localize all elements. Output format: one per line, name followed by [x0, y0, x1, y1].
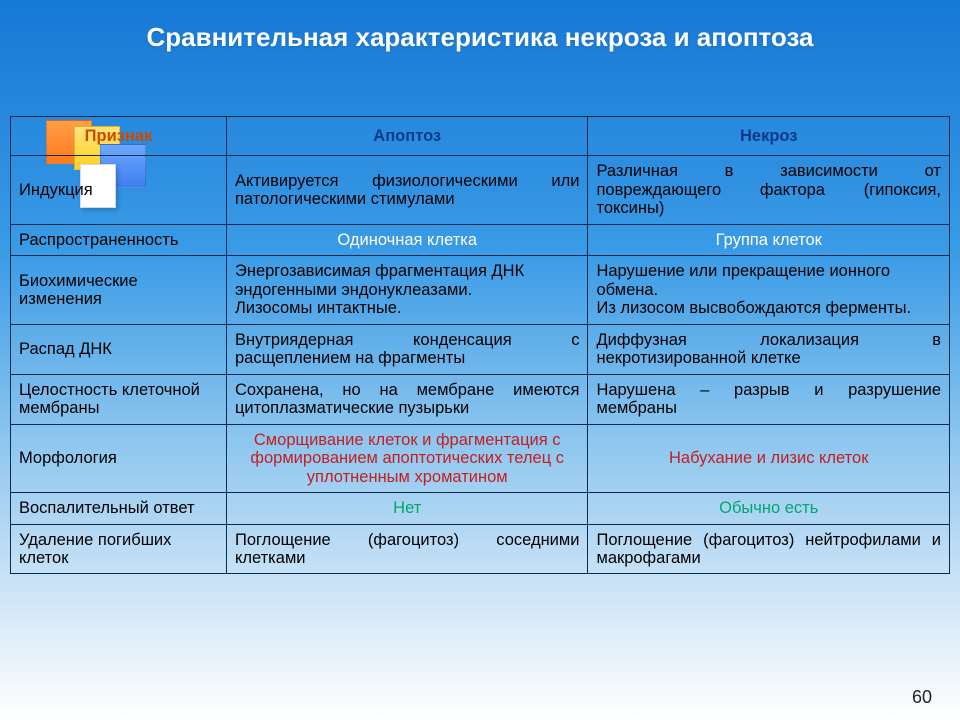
cell-apoptosis: Активируется физиологическими или патоло… [226, 156, 588, 224]
cell-necrosis: Поглощение (фагоцитоз) нейтрофилами и ма… [588, 524, 950, 574]
table-row: РаспространенностьОдиночная клеткаГруппа… [11, 224, 950, 255]
cell-necrosis: Группа клеток [588, 224, 950, 255]
table-row: Удаление погибших клетокПоглощение (фаго… [11, 524, 950, 574]
cell-apoptosis: Внутриядерная конденсация с расщеплением… [226, 324, 588, 374]
cell-sign: Морфология [11, 424, 227, 492]
cell-necrosis: Различная в зависимости от повреждающего… [588, 156, 950, 224]
table-row: Биохимические измененияЭнергозависимая ф… [11, 256, 950, 324]
cell-sign: Удаление погибших клеток [11, 524, 227, 574]
cell-apoptosis: Нет [226, 493, 588, 524]
page-number: 60 [912, 687, 932, 708]
comparison-table: Признак Апоптоз Некроз ИндукцияАктивируе… [10, 116, 950, 574]
cell-sign: Индукция [11, 156, 227, 224]
cell-apoptosis: Сморщивание клеток и фрагментация с форм… [226, 424, 588, 492]
table-row: Распад ДНКВнутриядерная конденсация с ра… [11, 324, 950, 374]
cell-necrosis: Обычно есть [588, 493, 950, 524]
cell-necrosis: Нарушение или прекращение ионного обмена… [588, 256, 950, 324]
slide-title: Сравнительная характеристика некроза и а… [0, 0, 960, 63]
cell-necrosis: Нарушена – разрыв и разрушение мембраны [588, 374, 950, 424]
cell-sign: Целостность клеточной мембраны [11, 374, 227, 424]
cell-sign: Биохимические изменения [11, 256, 227, 324]
cell-apoptosis: Сохранена, но на мембране имеются цитопл… [226, 374, 588, 424]
cell-sign: Распад ДНК [11, 324, 227, 374]
comparison-table-container: Признак Апоптоз Некроз ИндукцияАктивируе… [10, 116, 950, 574]
table-row: МорфологияСморщивание клеток и фрагмента… [11, 424, 950, 492]
cell-sign: Распространенность [11, 224, 227, 255]
cell-apoptosis: Одиночная клетка [226, 224, 588, 255]
header-necrosis: Некроз [588, 117, 950, 156]
table-header-row: Признак Апоптоз Некроз [11, 117, 950, 156]
cell-apoptosis: Поглощение (фагоцитоз) соседними клеткам… [226, 524, 588, 574]
cell-apoptosis: Энергозависимая фрагментация ДНК эндоген… [226, 256, 588, 324]
header-apoptosis: Апоптоз [226, 117, 588, 156]
cell-necrosis: Набухание и лизис клеток [588, 424, 950, 492]
cell-sign: Воспалительный ответ [11, 493, 227, 524]
table-row: ИндукцияАктивируется физиологическими ил… [11, 156, 950, 224]
cell-necrosis: Диффузная локализация в некротизированно… [588, 324, 950, 374]
table-row: Воспалительный ответНетОбычно есть [11, 493, 950, 524]
table-row: Целостность клеточной мембраныСохранена,… [11, 374, 950, 424]
header-sign: Признак [11, 117, 227, 156]
